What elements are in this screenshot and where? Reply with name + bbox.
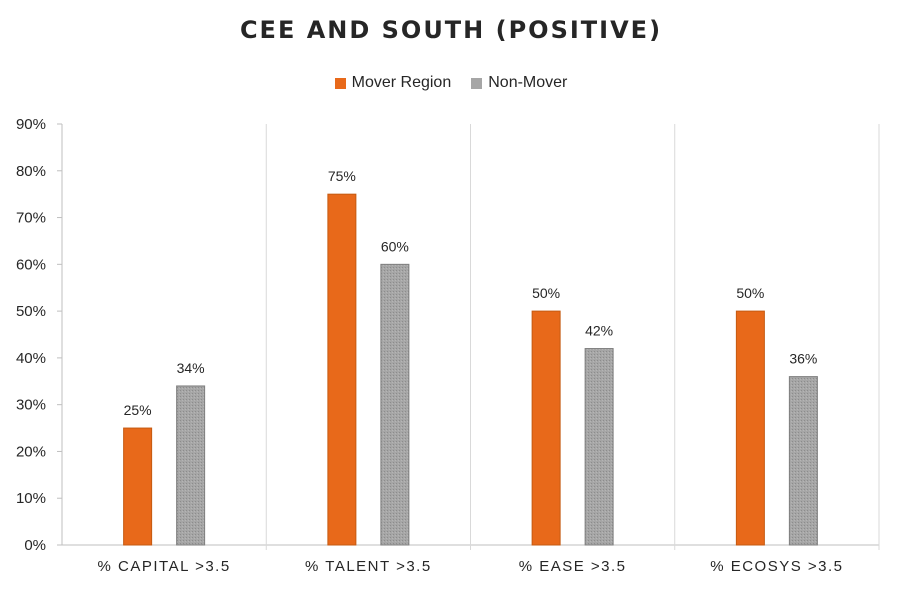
x-category-label: % EASE >3.5 xyxy=(519,558,627,575)
y-tick-label: 50% xyxy=(16,303,46,320)
legend-item-non-mover: Non-Mover xyxy=(471,74,567,92)
data-label: 34% xyxy=(177,360,205,376)
legend-label-mover-region: Mover Region xyxy=(351,74,452,91)
data-label: 25% xyxy=(124,402,152,418)
data-label: 50% xyxy=(532,285,560,301)
chart-legend: Mover Region Non-Mover xyxy=(0,74,902,92)
legend-swatch-mover-region xyxy=(334,77,346,89)
y-tick-label: 70% xyxy=(16,210,46,227)
y-tick-label: 80% xyxy=(16,163,46,180)
data-label: 50% xyxy=(736,285,764,301)
bar-non-mover xyxy=(380,263,410,546)
data-label: 42% xyxy=(585,323,613,339)
bar-mover-region xyxy=(327,193,357,546)
chart-title: CEE AND SOUTH (POSITIVE) xyxy=(239,16,663,44)
y-tick-label: 30% xyxy=(16,397,46,414)
bar-mover-region xyxy=(123,427,153,546)
data-label: 60% xyxy=(381,238,409,254)
y-tick-label: 60% xyxy=(16,256,46,273)
y-tick-label: 40% xyxy=(16,350,46,367)
bar-non-mover xyxy=(176,385,206,546)
bar-non-mover xyxy=(584,348,614,546)
bar-mover-region xyxy=(735,310,765,546)
legend-label-non-mover: Non-Mover xyxy=(488,74,568,91)
bar-mover-region xyxy=(531,310,561,546)
legend-swatch-non-mover xyxy=(471,77,483,89)
y-tick-label: 10% xyxy=(16,490,46,507)
y-tick-label: 20% xyxy=(16,443,46,460)
data-label: 75% xyxy=(328,168,356,184)
x-category-label: % ECOSYS >3.5 xyxy=(710,558,843,575)
y-tick-label: 90% xyxy=(16,116,46,133)
y-tick-label: 0% xyxy=(24,537,46,554)
legend-item-mover-region: Mover Region xyxy=(334,74,452,92)
data-label: 36% xyxy=(789,351,817,367)
x-category-label: % TALENT >3.5 xyxy=(305,558,432,575)
x-category-label: % CAPITAL >3.5 xyxy=(98,558,231,575)
bar-non-mover xyxy=(788,376,818,546)
